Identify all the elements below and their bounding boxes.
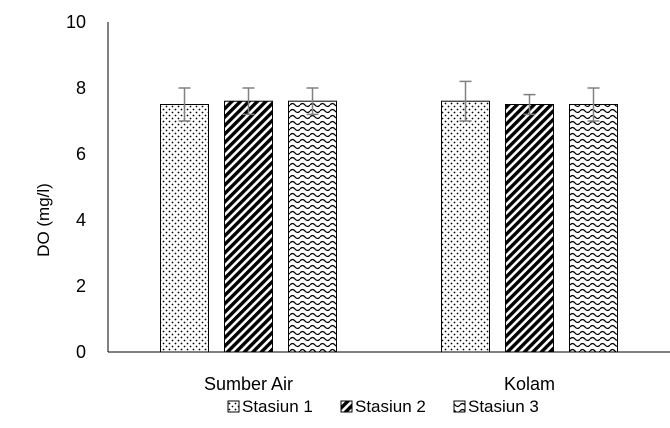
error-bar [242, 87, 255, 116]
error-bar [459, 80, 472, 122]
legend-swatch [453, 400, 466, 413]
bar [441, 100, 490, 353]
bar [288, 100, 337, 353]
error-bar [587, 87, 600, 122]
bar [160, 104, 209, 353]
bars [160, 100, 618, 353]
bar [505, 104, 554, 353]
legend-swatch [227, 400, 240, 413]
legend-swatch [340, 400, 353, 413]
error-bar [306, 87, 319, 116]
legend-label: Stasiun 3 [468, 397, 539, 416]
x-axis-categories: Sumber Air Kolam [204, 374, 555, 394]
x-category-label: Kolam [504, 374, 555, 394]
y-axis-label: DO (mg/l) [34, 183, 53, 257]
bar [569, 104, 618, 353]
y-tick-label: 10 [66, 12, 86, 32]
legend-label: Stasiun 1 [242, 397, 313, 416]
x-category-label: Sumber Air [204, 374, 293, 394]
y-tick-label: 8 [76, 78, 86, 98]
y-tick-label: 2 [76, 276, 86, 296]
legend: Stasiun 1 Stasiun 2 Stasiun 3 [227, 397, 539, 416]
y-tick-label: 0 [76, 342, 86, 362]
bar [224, 100, 273, 353]
error-bar [523, 93, 536, 116]
y-tick-label: 4 [76, 210, 86, 230]
error-bar [178, 87, 191, 122]
error-bars [178, 80, 600, 122]
y-axis-ticks: 0 2 4 6 8 10 [66, 12, 86, 362]
y-tick-label: 6 [76, 144, 86, 164]
legend-label: Stasiun 2 [355, 397, 426, 416]
